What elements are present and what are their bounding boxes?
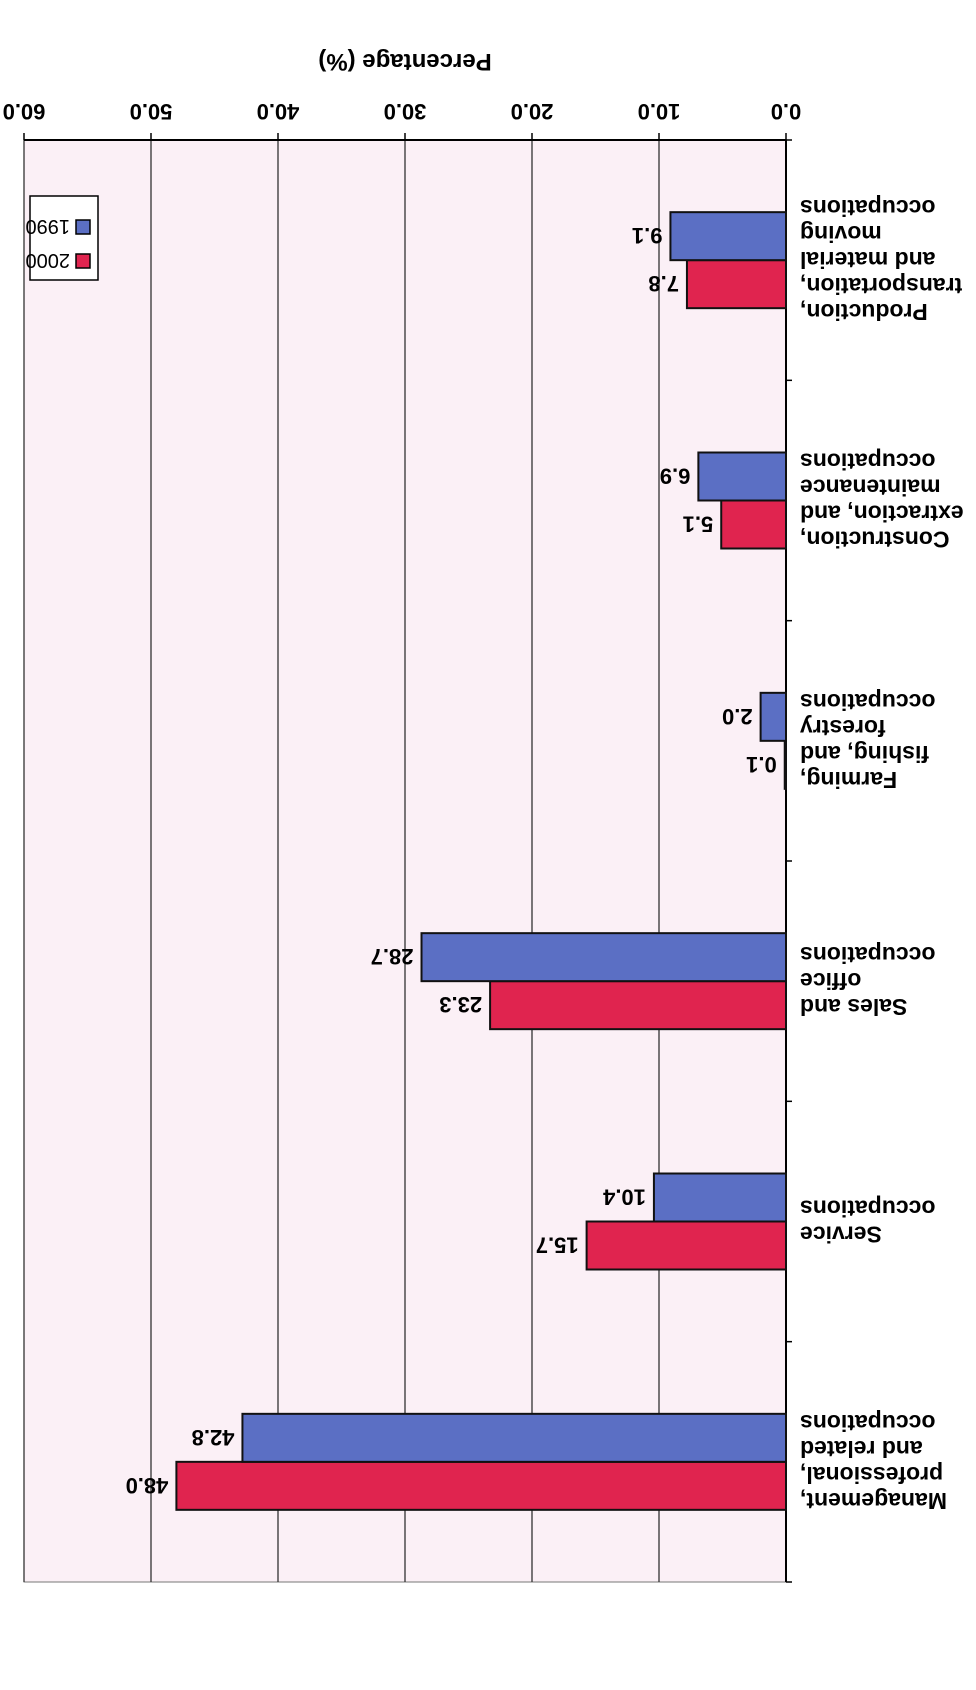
bar-1990 xyxy=(669,211,787,262)
category-label-line: Construction, xyxy=(800,527,950,553)
x-tick-label: 20.0 xyxy=(511,99,554,124)
legend-swatch-2000 xyxy=(75,253,91,269)
bar-2000 xyxy=(685,259,787,310)
category-label: Production,transportation,and materialmo… xyxy=(800,195,962,325)
category-label: Sales andofficeoccupations xyxy=(800,942,935,1020)
data-label-2000: 5.1 xyxy=(683,512,714,537)
bar-2000 xyxy=(489,980,787,1031)
category-label-line: Management, xyxy=(800,1488,947,1514)
category-label-line: maintenance xyxy=(800,475,941,501)
category-label-line: moving xyxy=(800,221,882,247)
category-label-line: Production, xyxy=(800,299,928,325)
bar-2000 xyxy=(175,1460,787,1511)
bar-1990 xyxy=(241,1412,787,1463)
x-tick-label: 40.0 xyxy=(257,99,300,124)
category-label-line: professional, xyxy=(800,1462,943,1488)
legend-label-2000: 2000 xyxy=(26,249,71,271)
x-tick-label: 10.0 xyxy=(638,99,681,124)
category-label-line: Service xyxy=(800,1222,882,1248)
x-tick-label: 50.0 xyxy=(130,99,173,124)
category-label-line: fishing, and xyxy=(800,741,929,767)
category-label-line: forestry xyxy=(800,715,886,741)
category-label-line: occupations xyxy=(800,942,935,968)
data-label-1990: 2.0 xyxy=(722,704,753,729)
category-label-line: Sales and xyxy=(800,994,907,1020)
legend-box xyxy=(29,195,99,281)
data-label-2000: 48.0 xyxy=(126,1473,169,1498)
category-label-line: occupations xyxy=(800,449,935,475)
bar-1990 xyxy=(420,932,787,983)
data-label-1990: 9.1 xyxy=(632,223,663,248)
data-label-1990: 10.4 xyxy=(602,1185,646,1210)
bar-2000 xyxy=(585,1220,787,1271)
legend-label-1990: 1990 xyxy=(26,215,71,237)
category-label-line: and related xyxy=(800,1436,923,1462)
bar-1990 xyxy=(652,1172,787,1223)
x-tick-label: 60.0 xyxy=(3,99,46,124)
category-label-line: occupations xyxy=(800,689,935,715)
category-label-line: office xyxy=(800,968,861,994)
category-label-line: occupations xyxy=(800,1410,935,1436)
legend-swatch-1990 xyxy=(75,219,91,235)
category-label: Farming,fishing, andforestryoccupations xyxy=(800,689,936,793)
category-label-line: transportation, xyxy=(800,273,962,299)
data-label-2000: 7.8 xyxy=(648,271,679,296)
category-label-line: and material xyxy=(800,247,936,273)
bar-2000 xyxy=(783,739,787,790)
category-label-line: Farming, xyxy=(800,767,897,793)
category-label-line: occupations xyxy=(800,195,935,221)
bar-2000 xyxy=(720,499,787,550)
category-label: Management,professional,and relatedoccup… xyxy=(800,1410,947,1514)
x-axis-title: Percentage (%) xyxy=(318,48,491,75)
data-label-2000: 23.3 xyxy=(439,992,482,1017)
data-label-2000: 0.1 xyxy=(746,752,777,777)
bar-1990 xyxy=(697,451,787,502)
data-label-1990: 28.7 xyxy=(371,944,414,969)
data-label-1990: 6.9 xyxy=(660,464,691,489)
data-label-2000: 15.7 xyxy=(536,1233,579,1258)
category-label: Construction,extraction, andmaintenanceo… xyxy=(800,449,964,553)
x-tick-label: 0.0 xyxy=(771,99,802,124)
category-label: Serviceoccupations xyxy=(800,1196,935,1248)
x-tick-label: 30.0 xyxy=(384,99,427,124)
category-label-line: occupations xyxy=(800,1196,935,1222)
data-label-1990: 42.8 xyxy=(192,1425,235,1450)
category-label-line: extraction, and xyxy=(800,501,964,527)
bar-1990 xyxy=(759,691,787,742)
